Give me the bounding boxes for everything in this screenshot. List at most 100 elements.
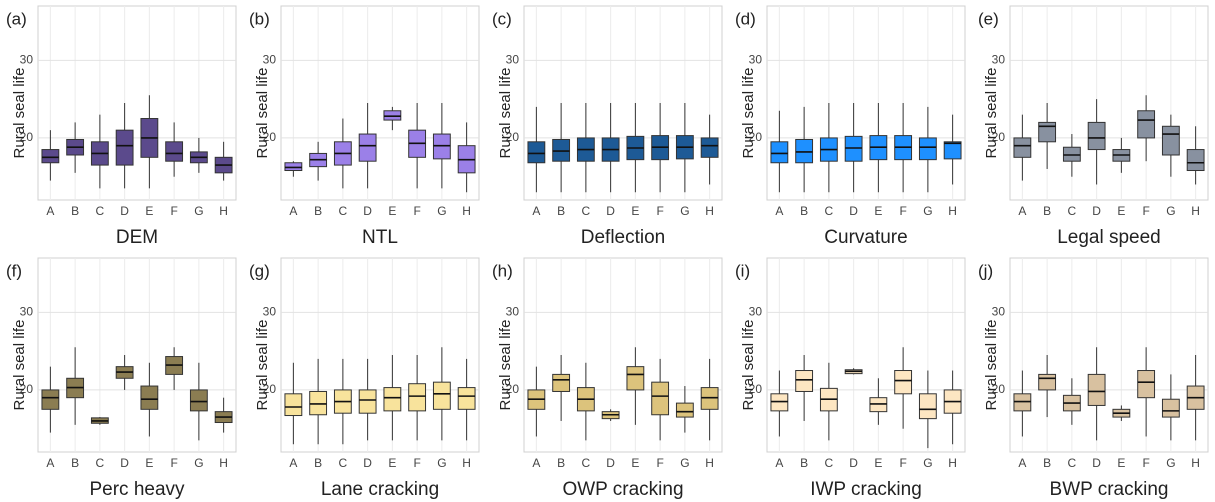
y-axis-label: Rural seal life <box>11 320 28 411</box>
x-tick-label: C <box>339 204 348 218</box>
y-tick-label: 30 <box>749 304 763 318</box>
box <box>432 381 451 410</box>
y-axis-label: Rural seal life <box>740 320 757 411</box>
x-tick-label: E <box>388 456 396 470</box>
y-tick-label: 30 <box>506 52 520 66</box>
x-tick-label: G <box>1166 456 1175 470</box>
x-tick-label: E <box>1117 204 1125 218</box>
y-tick-label: 30 <box>263 52 277 66</box>
box <box>527 141 546 164</box>
box <box>358 133 377 162</box>
box <box>1137 110 1156 139</box>
panel: 20 30 (f) Rural seal life Perc heavy A B C D E F G H <box>6 257 237 500</box>
x-tick-label: D <box>120 204 129 218</box>
x-tick-label: G <box>194 204 203 218</box>
x-tick-label: D <box>363 204 372 218</box>
x-tick-label: D <box>606 204 615 218</box>
x-tick-label: F <box>1142 204 1149 218</box>
x-tick-label: C <box>96 204 105 218</box>
x-tick-label: D <box>606 456 615 470</box>
x-axis-label: OWP cracking <box>562 479 683 500</box>
box <box>626 366 645 391</box>
x-tick-label: E <box>388 204 396 218</box>
box <box>1087 121 1106 151</box>
x-tick-label: G <box>437 204 446 218</box>
box <box>700 137 719 158</box>
x-tick-label: G <box>680 204 689 218</box>
y-tick-label: 30 <box>506 304 520 318</box>
x-tick-label: D <box>849 456 858 470</box>
y-tick-label: 20 <box>992 130 1006 144</box>
panel: 20 30 (c) Rural seal life Deflection A B C D E F G H <box>492 5 723 248</box>
x-tick-label: C <box>96 456 105 470</box>
box <box>358 389 377 414</box>
box <box>1087 373 1106 406</box>
x-axis-label: Perc heavy <box>89 479 185 500</box>
box <box>457 387 476 410</box>
x-tick-label: D <box>1092 456 1101 470</box>
x-tick-label: E <box>145 204 153 218</box>
box <box>1137 370 1156 399</box>
x-tick-label: E <box>874 204 882 218</box>
x-tick-label: B <box>557 204 565 218</box>
box <box>1161 398 1180 418</box>
x-tick-label: H <box>705 204 714 218</box>
x-tick-label: A <box>289 456 297 470</box>
box <box>894 370 913 395</box>
plot-area <box>766 5 966 201</box>
box <box>675 402 694 418</box>
x-tick-label: F <box>899 456 906 470</box>
panel-label: (g) <box>249 261 270 280</box>
plot-area <box>280 5 480 201</box>
x-axis-label: BWP cracking <box>1050 479 1169 500</box>
x-tick-label: B <box>1043 456 1051 470</box>
x-tick-label: A <box>775 456 783 470</box>
box <box>284 393 303 417</box>
x-tick-label: H <box>948 456 957 470</box>
y-tick-label: 20 <box>20 130 34 144</box>
y-axis-label: Rural seal life <box>497 320 514 411</box>
box <box>41 149 60 164</box>
x-tick-label: H <box>948 204 957 218</box>
x-axis-label: DEM <box>116 227 158 248</box>
x-tick-label: C <box>582 204 591 218</box>
x-tick-label: E <box>874 456 882 470</box>
box <box>552 373 571 392</box>
box <box>918 137 937 161</box>
x-tick-label: B <box>71 204 79 218</box>
x-tick-label: G <box>923 456 932 470</box>
x-tick-label: E <box>631 204 639 218</box>
x-tick-label: F <box>899 204 906 218</box>
x-tick-label: A <box>1018 456 1026 470</box>
x-axis-label: Legal speed <box>1057 227 1161 248</box>
y-tick-label: 20 <box>506 130 520 144</box>
box <box>943 141 962 160</box>
y-axis-label: Rural seal life <box>983 320 1000 411</box>
plot-area <box>523 257 723 453</box>
x-axis-label: Deflection <box>581 227 666 248</box>
panel: 20 30 (d) Rural seal life Curvature A B C D E F G H <box>735 5 966 248</box>
panel-label: (j) <box>978 261 993 280</box>
x-tick-label: C <box>582 456 591 470</box>
plot-area <box>37 257 237 453</box>
x-tick-label: G <box>680 456 689 470</box>
x-axis-label: Lane cracking <box>321 479 439 500</box>
y-axis-label: Rural seal life <box>740 68 757 159</box>
x-tick-label: C <box>1068 456 1077 470</box>
y-axis-label: Rural seal life <box>254 68 271 159</box>
x-tick-label: C <box>825 204 834 218</box>
panel-label: (b) <box>249 9 270 28</box>
box <box>1038 121 1057 143</box>
x-tick-label: D <box>120 456 129 470</box>
box <box>189 389 208 412</box>
x-tick-label: F <box>170 456 177 470</box>
x-tick-label: A <box>532 456 540 470</box>
y-axis-label: Rural seal life <box>254 320 271 411</box>
x-tick-label: D <box>849 204 858 218</box>
y-axis-label: Rural seal life <box>497 68 514 159</box>
plot-area <box>37 5 237 201</box>
x-tick-label: H <box>219 204 228 218</box>
x-tick-label: G <box>1166 204 1175 218</box>
x-tick-label: B <box>314 204 322 218</box>
